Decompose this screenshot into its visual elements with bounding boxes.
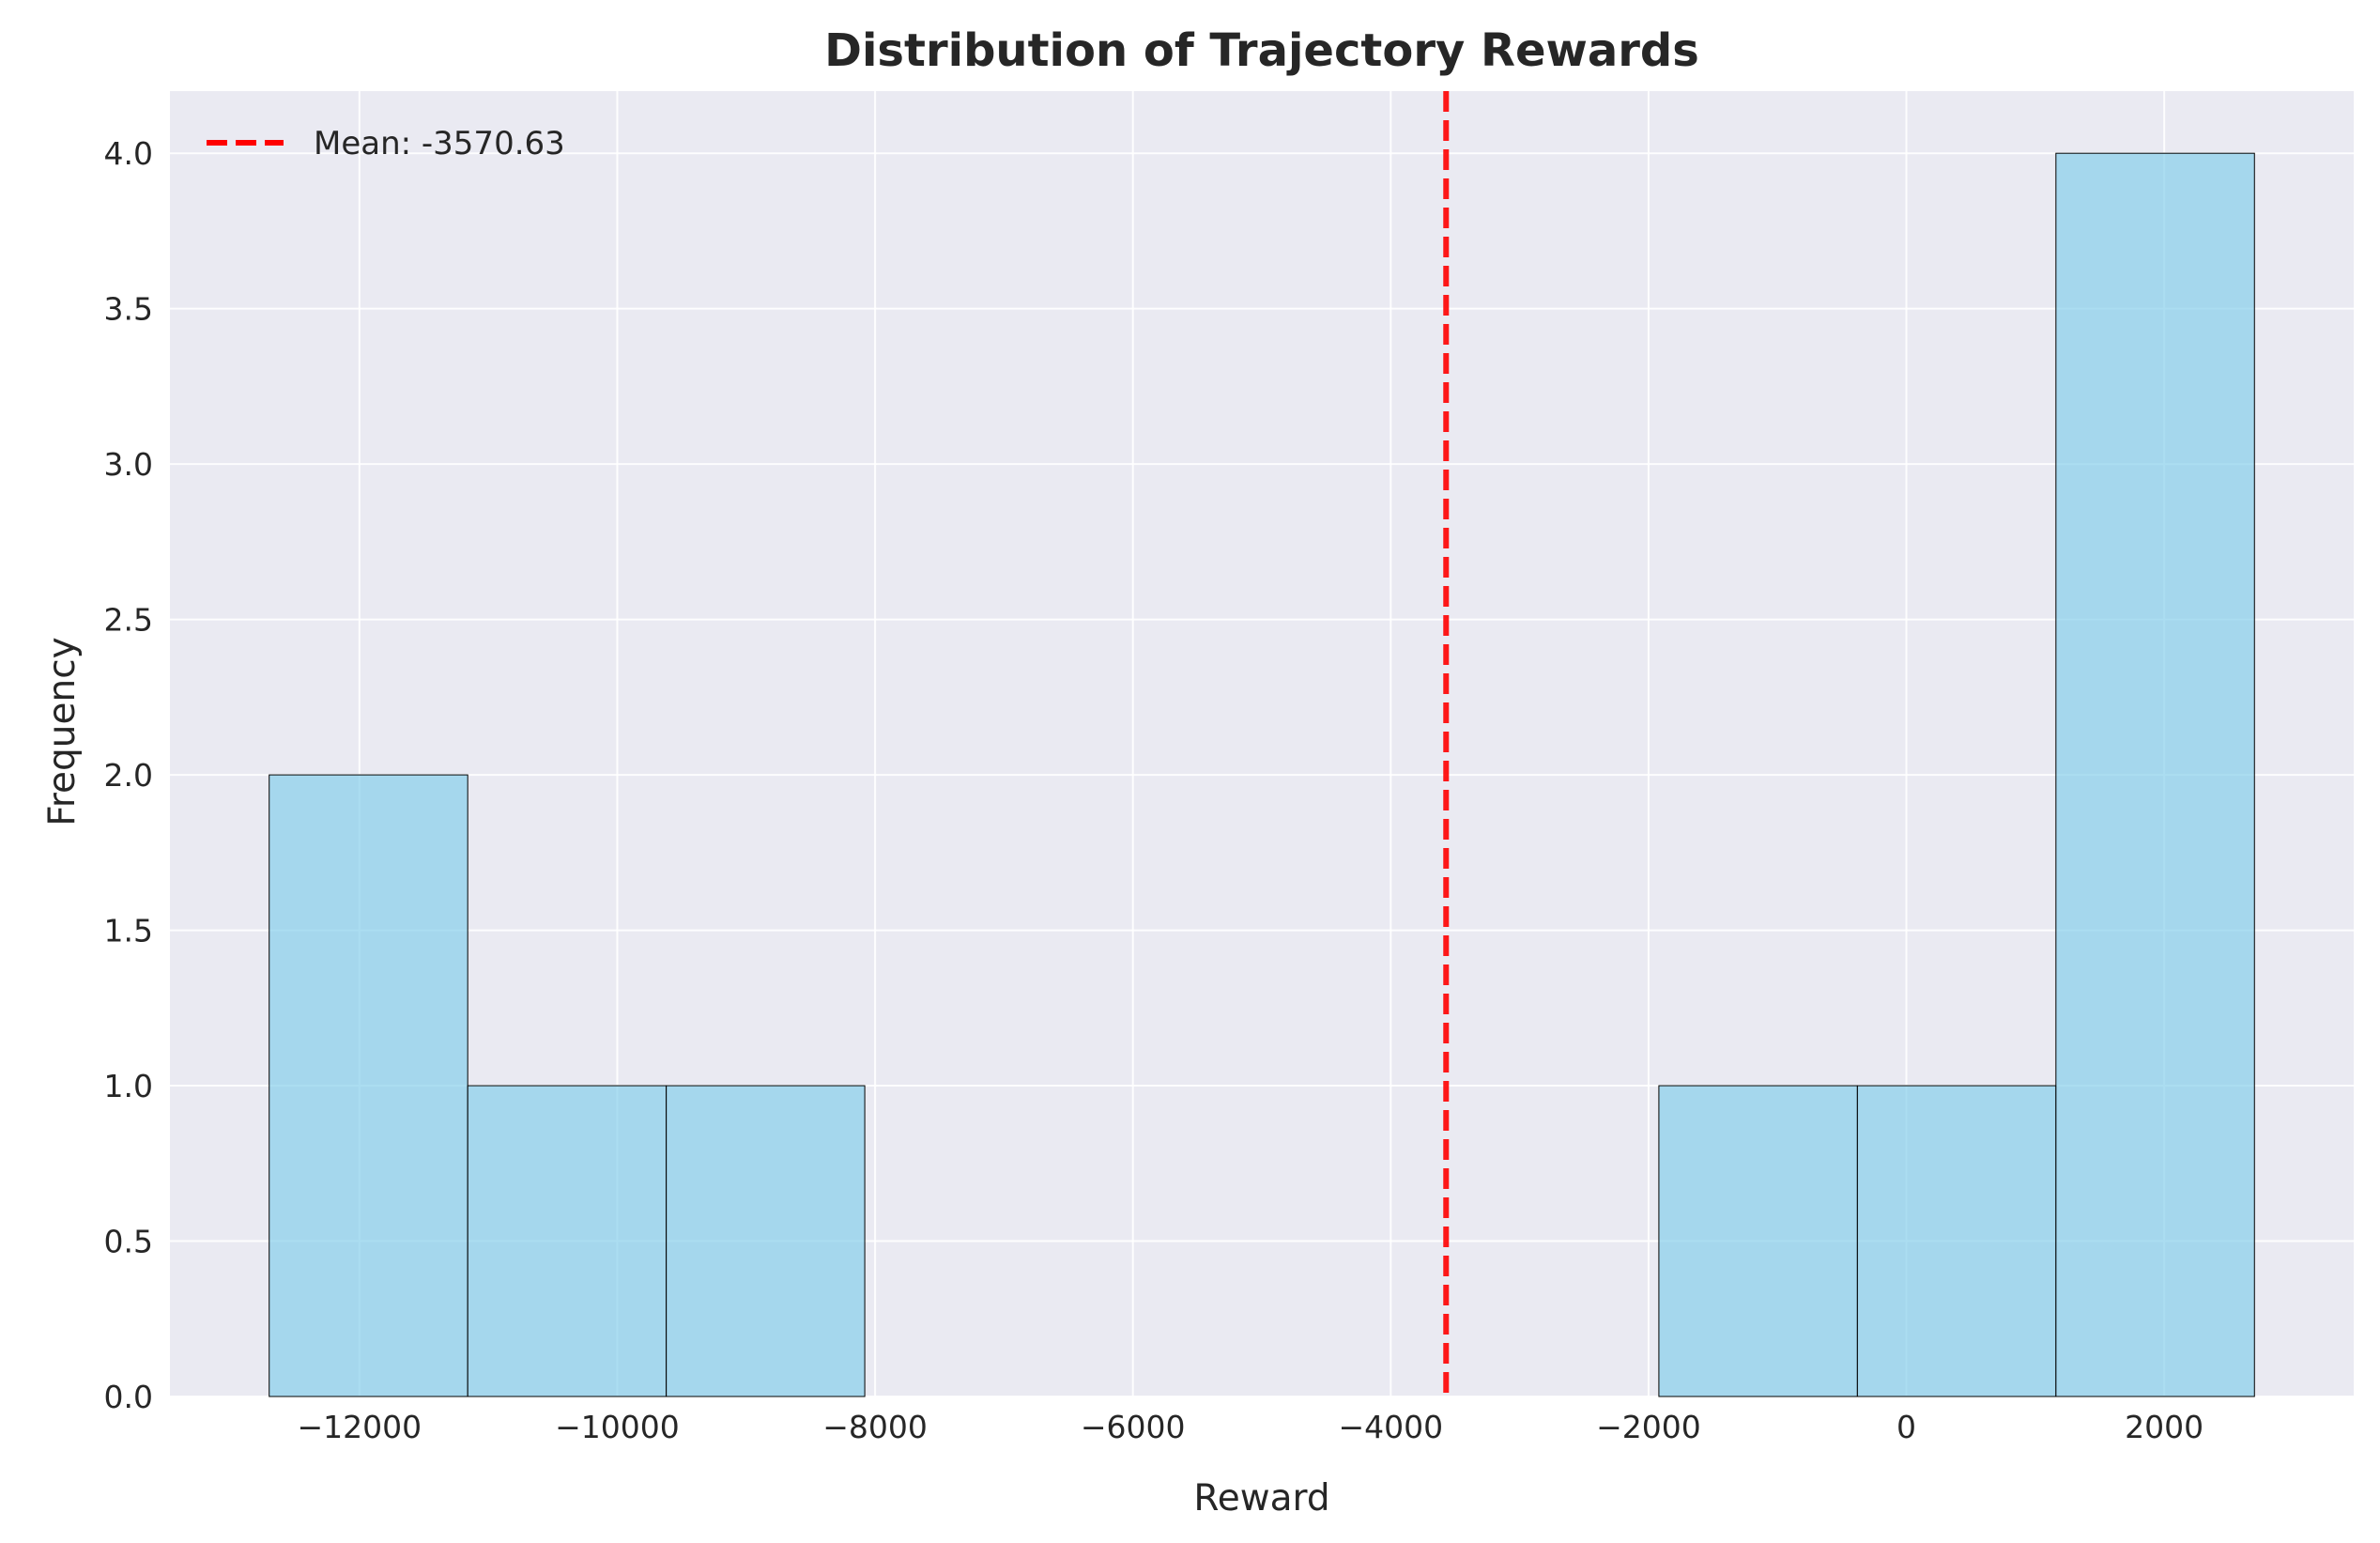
y-tick-label: 1.5 (104, 913, 153, 949)
y-axis-label: Frequency (41, 637, 84, 826)
y-tick-label: 3.5 (104, 291, 153, 328)
x-tick-label: −12000 (298, 1409, 422, 1445)
x-axis-ticks: −12000 −10000 −8000 −6000 −4000 −2000 0 2000 (298, 1409, 2204, 1445)
y-tick-label: 2.5 (104, 602, 153, 639)
y-tick-label: 1.0 (104, 1068, 153, 1104)
histogram-bar (666, 1085, 866, 1397)
legend-mean-label: Mean: -3570.63 (314, 125, 565, 162)
histogram-bar (467, 1085, 668, 1397)
histogram-bar (269, 774, 468, 1397)
x-tick-label: 2000 (2125, 1409, 2203, 1445)
x-tick-label: −8000 (822, 1409, 928, 1445)
y-tick-label: 0.5 (104, 1224, 153, 1260)
y-tick-label: 0.0 (104, 1379, 153, 1415)
x-tick-label: 0 (1896, 1409, 1916, 1445)
histogram-bars (269, 152, 2255, 1397)
y-axis-ticks: 0.0 0.5 1.0 1.5 2.0 2.5 3.0 3.5 4.0 (104, 135, 153, 1415)
x-tick-label: −2000 (1596, 1409, 1701, 1445)
x-tick-label: −10000 (555, 1409, 680, 1445)
x-tick-label: −6000 (1081, 1409, 1186, 1445)
y-tick-label: 3.0 (104, 446, 153, 483)
y-tick-label: 2.0 (104, 757, 153, 794)
legend: Mean: -3570.63 (207, 125, 565, 162)
x-axis-label: Reward (1193, 1477, 1329, 1520)
histogram-bar (1856, 1085, 2057, 1397)
chart-title: Distribution of Trajectory Rewards (824, 24, 1699, 77)
histogram-bar (1658, 1085, 1858, 1397)
y-tick-label: 4.0 (104, 135, 153, 172)
x-tick-label: −4000 (1338, 1409, 1443, 1445)
histogram-bar (2055, 152, 2255, 1397)
